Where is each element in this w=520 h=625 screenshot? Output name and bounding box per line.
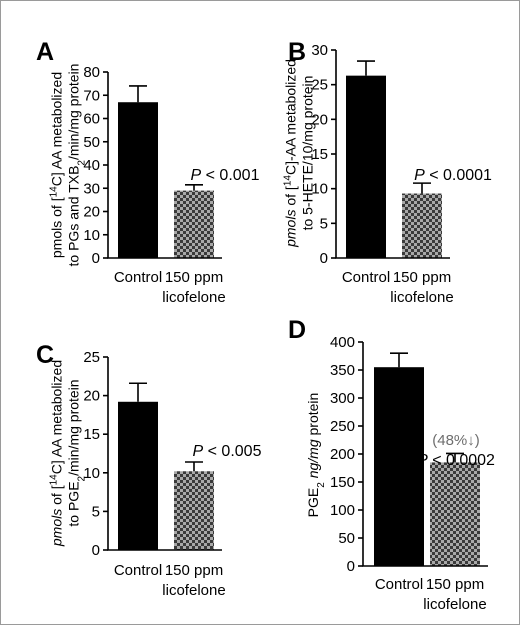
panel-d-ylabel-line-1: PGE2 ng/mg protein: [305, 393, 327, 518]
panel-d-category-licofelone-line-2: licofelone: [423, 596, 486, 613]
panel-d-pvalue: P < 0.0002: [417, 452, 495, 469]
panel-b-pvalue: P < 0.0001: [414, 167, 492, 184]
panel-d-errorbar-control: [390, 352, 408, 368]
panel-a-category-licofelone-line-1: 150 ppm: [165, 269, 223, 286]
panel-b-ytick-label: 30: [311, 42, 328, 59]
panel-c-letter: C: [36, 341, 54, 369]
panel-c-bar-licofelone: [174, 471, 214, 550]
panel-c-category-control-line-1: Control: [114, 562, 162, 579]
panel-a-bar-control: [118, 102, 158, 258]
panel-c-ytick-label: 10: [83, 465, 100, 482]
panel-b-ytick-label: 0: [320, 250, 328, 267]
panel-a-ylabel-line-1: pmols of [14C] AA metabolized: [48, 72, 65, 258]
panel-d-errorbar-licofelone: [446, 452, 464, 463]
panel-d-category-control-line-1: Control: [375, 576, 423, 593]
panel-c-errorbar-licofelone: [185, 461, 203, 472]
panel-c-pvalue: P < 0.005: [193, 443, 262, 460]
panel-b-ylabel-line-1: pmols of [14C]-AA metabolized: [282, 59, 299, 248]
panel-b-errorbar-control: [357, 60, 375, 76]
panel-a-ytick-label: 0: [92, 250, 100, 267]
panel-d-ytick-label: 150: [330, 474, 355, 491]
panel-d-ytick-label: 0: [347, 558, 355, 575]
panel-d-ytick-label: 300: [330, 390, 355, 407]
panel-b-ytick-label: 10: [311, 181, 328, 198]
panel-a-errorbar-licofelone: [185, 183, 203, 191]
panel-d-ytick-label: 50: [338, 530, 355, 547]
panel-a-pvalue: P < 0.001: [191, 167, 260, 184]
panel-c-category-licofelone-line-1: 150 ppm: [165, 562, 223, 579]
panel-b-ytick-label: 20: [311, 111, 328, 128]
panel-d-category-licofelone-line-1: 150 ppm: [426, 576, 484, 593]
panel-b-ytick-label: 25: [311, 77, 328, 94]
panel-c-bar-control: [118, 401, 158, 550]
panel-c-ytick-label: 15: [83, 426, 100, 443]
panel-b-ytick-label: 15: [311, 146, 328, 163]
panel-a-ytick-label: 10: [83, 227, 100, 244]
panel-c-category-licofelone-line-2: licofelone: [162, 582, 225, 599]
panel-a-ytick-label: 20: [83, 204, 100, 221]
panel-c-ytick-label: 5: [92, 503, 100, 520]
panel-d-bar-control: [374, 367, 424, 566]
panel-c-ylabel-line-1: pmols of [14C] AA metabolized: [48, 360, 65, 547]
panel-a-ylabel-line-2: to PGs and TXB2/min/mg protein: [66, 64, 88, 267]
panel-a-ytick-label: 50: [83, 134, 100, 151]
panel-d-bar-licofelone: [430, 462, 480, 566]
panel-d-ytick-label: 100: [330, 502, 355, 519]
panel-c-errorbar-control: [129, 382, 147, 402]
panel-a-ytick-label: 70: [83, 87, 100, 104]
panel-b-bar-control: [346, 75, 386, 258]
panel-a-bar-licofelone: [174, 190, 214, 258]
panel-c-ytick-label: 20: [83, 388, 100, 405]
panel-b-ytick-label: 5: [320, 215, 328, 232]
panel-a-category-control-line-1: Control: [114, 269, 162, 286]
panel-b-category-control-line-1: Control: [342, 269, 390, 286]
panel-d-ytick-label: 400: [330, 334, 355, 351]
panel-c-ytick-label: 25: [83, 349, 100, 366]
panel-a-ytick-label: 80: [83, 64, 100, 81]
panel-a-ytick-label: 60: [83, 111, 100, 128]
panel-b-category-licofelone-line-1: 150 ppm: [393, 269, 451, 286]
panel-b-errorbar-licofelone: [413, 182, 431, 194]
panel-d-ytick-label: 250: [330, 418, 355, 435]
panel-b-category-licofelone-line-2: licofelone: [390, 289, 453, 306]
panel-d-annotation-note: (48%↓): [432, 432, 480, 449]
panel-a-letter: A: [36, 38, 54, 66]
panel-a-ytick-label: 30: [83, 180, 100, 197]
panel-d-ytick-label: 200: [330, 446, 355, 463]
panel-b-bar-licofelone: [402, 193, 442, 258]
panel-b-ylabel-line-2: to 5-HETE/10/mg protein: [300, 76, 316, 231]
panel-b-letter: B: [288, 38, 306, 66]
panel-a-errorbar-control: [129, 85, 147, 103]
panel-d-ytick-label: 350: [330, 362, 355, 379]
panel-c-ylabel-line-2: to PGE2/min/mg protein: [66, 379, 88, 526]
panel-a-category-licofelone-line-2: licofelone: [162, 289, 225, 306]
panel-a-ytick-label: 40: [83, 157, 100, 174]
panel-c-ytick-label: 0: [92, 542, 100, 559]
panel-d-letter: D: [288, 316, 306, 344]
